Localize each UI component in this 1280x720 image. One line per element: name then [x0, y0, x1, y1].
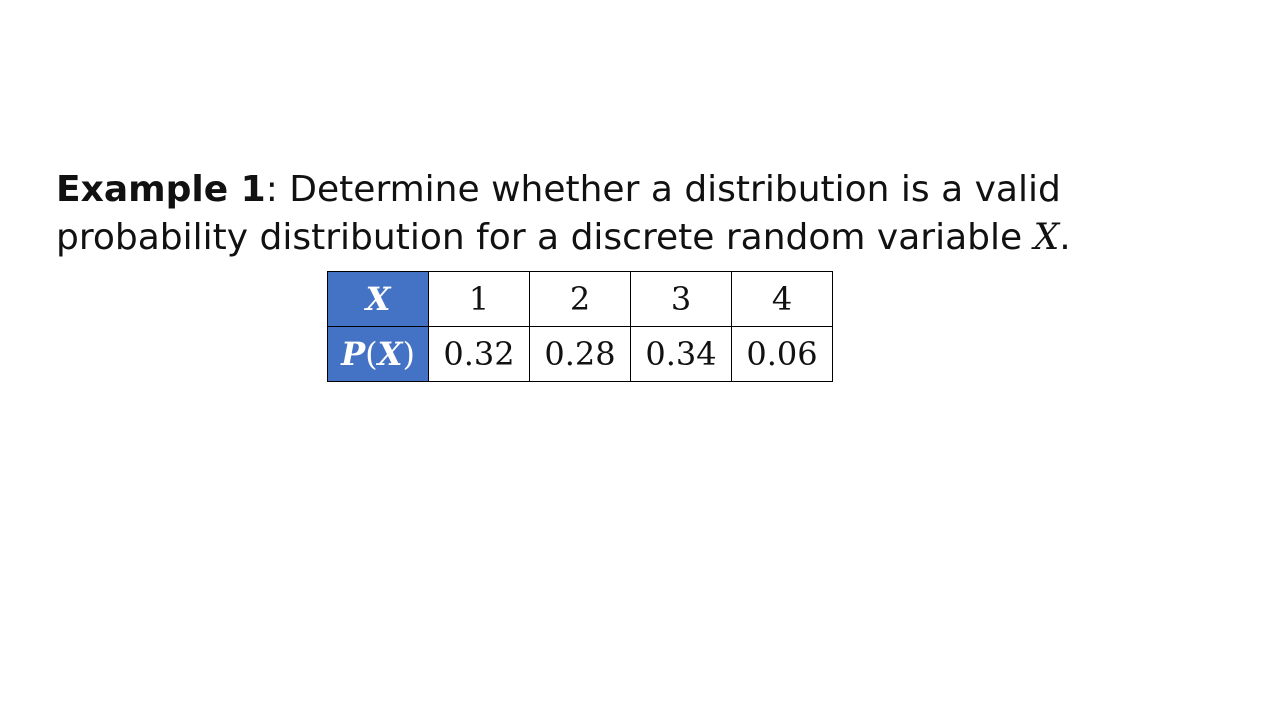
probability-value-cell: 0.32: [428, 326, 530, 382]
px-close-paren: ): [402, 335, 415, 373]
row-header-x: X: [327, 271, 429, 327]
row-header-px: P(X): [327, 326, 429, 382]
probability-value-cell: 0.06: [731, 326, 833, 382]
table-row-x: X 1 2 3 4: [327, 271, 833, 327]
example-end: .: [1059, 217, 1071, 258]
px-open-paren: (: [365, 335, 378, 373]
px-function: P: [341, 335, 366, 373]
example-prompt: Example 1: Determine whether a distribut…: [56, 166, 1236, 262]
x-value-cell: 1: [428, 271, 530, 327]
x-value-cell: 2: [529, 271, 631, 327]
variable-x: X: [1033, 217, 1060, 258]
example-text: : Determine whether a distribution is a …: [56, 169, 1061, 258]
example-label: Example 1: [56, 169, 266, 210]
probability-distribution-table: X 1 2 3 4 P(X) 0.32 0.28 0.34 0.06: [327, 271, 833, 382]
table-row-probability: P(X) 0.32 0.28 0.34 0.06: [327, 326, 833, 382]
probability-value-cell: 0.28: [529, 326, 631, 382]
probability-value-cell: 0.34: [630, 326, 732, 382]
x-value-cell: 4: [731, 271, 833, 327]
x-value-cell: 3: [630, 271, 732, 327]
px-variable: X: [377, 335, 403, 373]
